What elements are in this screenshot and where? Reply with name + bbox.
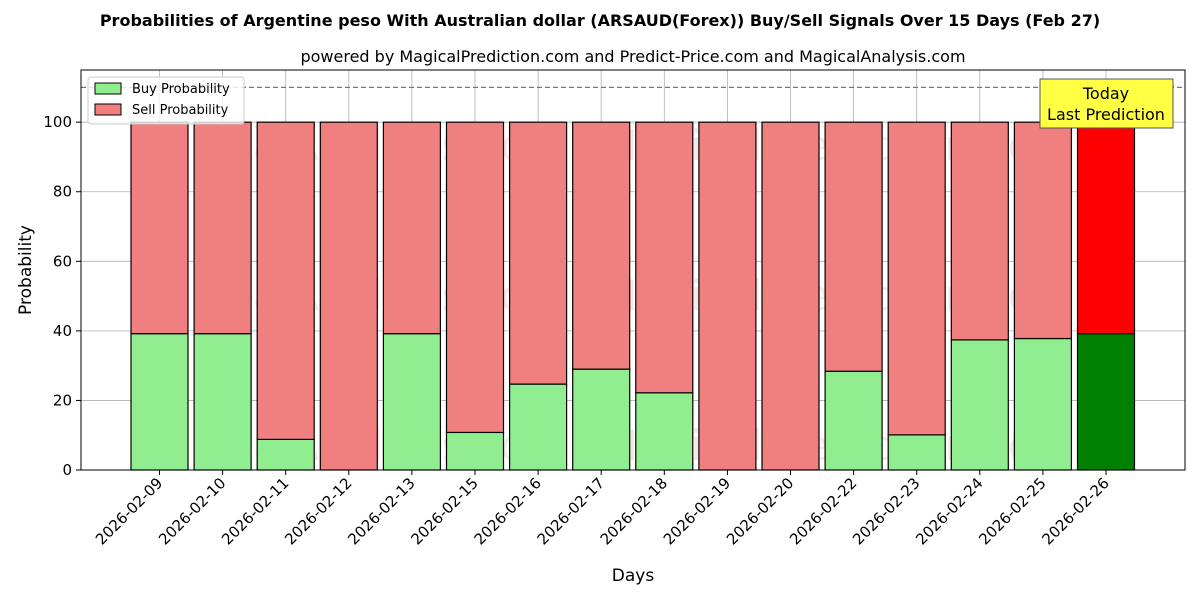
buy-bar [382,333,441,471]
buy-bar [572,368,631,471]
sell-bar [950,121,1009,341]
annotation-box [1039,78,1174,129]
buy-bar [193,333,252,471]
y-tick-label: 60 [53,252,72,270]
sell-bar [509,121,568,385]
sell-bar [887,121,946,436]
annotation-line2: Last Prediction [1047,105,1165,124]
chart-subtitle: powered by MagicalPrediction.com and Pre… [300,47,965,66]
x-tick-label: 2026-02-17 [534,474,608,548]
buy-bar [1076,333,1136,471]
buy-bar [950,339,1009,471]
bars [130,121,1136,471]
buy-bar [130,333,189,471]
sell-bar [1013,121,1073,340]
legend-sell-swatch [94,103,122,116]
buy-bar [635,392,694,471]
x-axis-ticks: 2026-02-092026-02-102026-02-112026-02-12… [92,470,1113,548]
x-tick-label: 2026-02-11 [218,474,292,548]
buy-bar [509,383,568,471]
x-tick-label: 2026-02-13 [344,474,418,548]
annotation-line1: Today [1082,84,1129,103]
x-tick-label: 2026-02-22 [786,474,860,548]
sell-bar [761,121,820,471]
legend-buy-label: Buy Probability [132,82,230,97]
y-tick-label: 20 [53,391,72,409]
y-axis-label: Probability [16,225,36,315]
legend: Buy Probability Sell Probability [87,76,245,125]
sell-bar [635,121,694,394]
sell-bar [824,121,883,372]
x-tick-label: 2026-02-25 [975,474,1049,548]
y-tick-label: 80 [53,183,72,201]
x-tick-label: 2026-02-19 [660,474,734,548]
y-tick-label: 40 [53,322,72,340]
sell-bar [1076,121,1136,335]
sell-bar [572,121,631,370]
legend-box [87,76,245,125]
x-tick-label: 2026-02-10 [155,474,229,548]
x-tick-label: 2026-02-18 [597,474,671,548]
plot-frame [80,69,1186,471]
x-axis-label: Days [612,566,655,586]
x-tick-label: 2026-02-20 [723,474,797,548]
today-annotation: Today Last Prediction [1039,78,1174,129]
sell-bar [130,121,189,335]
x-tick-label: 2026-02-26 [1038,474,1112,548]
sell-bar [445,121,505,434]
buy-bar [1013,337,1073,471]
x-tick-label: 2026-02-16 [471,474,545,548]
buy-bar [887,434,946,471]
x-tick-label: 2026-02-09 [92,474,166,548]
buy-bar [256,438,315,471]
x-tick-label: 2026-02-23 [849,474,923,548]
buy-bar [445,431,505,471]
sell-bar [698,121,757,471]
y-tick-label: 100 [43,113,72,131]
legend-sell-label: Sell Probability [132,103,229,118]
chart-title: Probabilities of Argentine peso With Aus… [100,11,1100,30]
x-tick-label: 2026-02-12 [281,474,355,548]
sell-bar [319,121,378,471]
y-axis-ticks: 0 20 40 60 80 100 [43,113,81,479]
sell-bar [382,121,441,335]
sell-bar [193,121,252,335]
x-tick-label: 2026-02-15 [407,474,481,548]
buy-bar [824,370,883,471]
x-tick-label: 2026-02-24 [912,474,986,548]
y-tick-label: 0 [62,461,72,479]
legend-buy-swatch [94,82,122,95]
sell-bar [256,121,315,440]
